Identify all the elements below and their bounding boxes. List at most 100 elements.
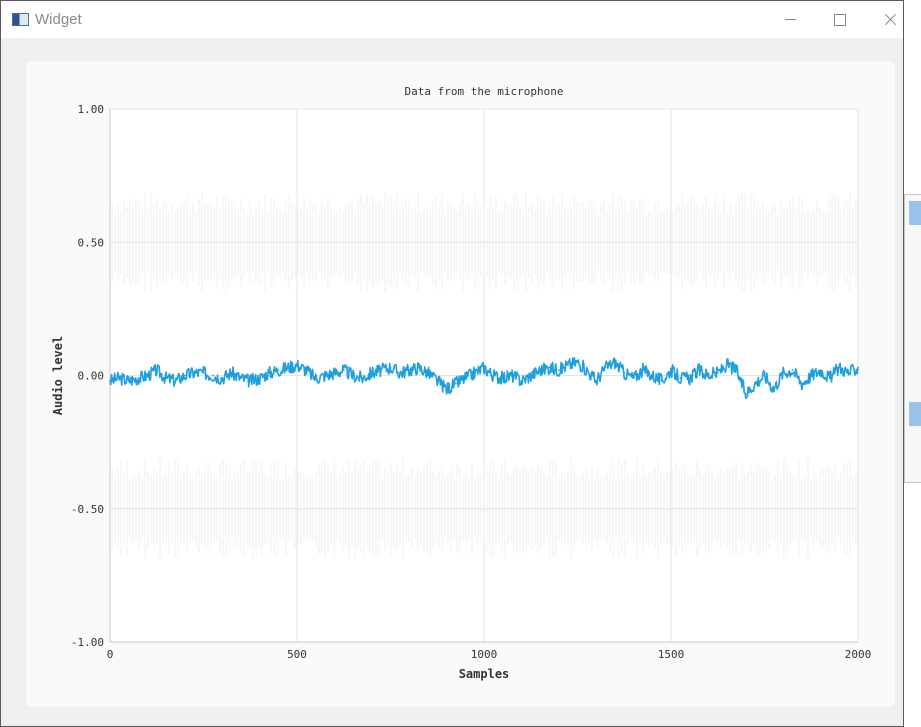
x-tick-label: 500 (287, 648, 307, 661)
data-point (109, 379, 111, 382)
data-point (352, 374, 354, 377)
data-point (819, 369, 822, 372)
y-tick-label: -1.00 (71, 636, 104, 649)
data-point (716, 371, 719, 374)
data-point (585, 369, 588, 372)
data-point (707, 374, 710, 377)
data-point (389, 366, 392, 369)
data-point (857, 366, 859, 369)
data-point (211, 374, 214, 377)
data-point (455, 382, 457, 385)
maximize-icon (834, 13, 846, 26)
data-point (772, 387, 775, 390)
data-point (361, 377, 364, 380)
data-point (492, 374, 495, 377)
data-point (342, 369, 345, 372)
data-point (829, 377, 831, 380)
data-point (501, 377, 504, 380)
data-point (511, 374, 513, 377)
window-title: Widget (35, 11, 82, 28)
close-button[interactable] (867, 1, 913, 38)
data-point (249, 379, 252, 382)
x-tick-label: 1500 (658, 648, 685, 661)
y-tick-label: 1.00 (78, 103, 105, 116)
data-point (744, 393, 747, 396)
data-point (632, 377, 635, 380)
data-point (529, 374, 532, 377)
data-point (754, 382, 757, 385)
data-point (286, 366, 289, 369)
data-point (735, 369, 738, 372)
data-point (651, 374, 654, 377)
x-tick-label: 2000 (845, 648, 872, 661)
data-point (427, 371, 429, 374)
y-tick-label: 0.00 (78, 370, 105, 383)
data-point (660, 379, 663, 382)
data-point (642, 369, 644, 372)
side-scroll-strip[interactable] (904, 194, 921, 483)
data-point (118, 377, 121, 380)
scroll-handle-top[interactable] (909, 201, 921, 225)
x-tick-label: 1000 (471, 648, 498, 661)
data-point (202, 371, 205, 374)
data-point (296, 363, 298, 366)
data-point (688, 377, 691, 380)
data-point (277, 369, 280, 372)
y-tick-label: 0.50 (78, 236, 105, 249)
data-point (763, 374, 766, 377)
data-point (557, 369, 560, 372)
chart-svg: 0 500 1000 1500 2000 1.00 0.50 0.00 -0.50 -1.00 Da… (51, 85, 872, 681)
title-bar[interactable]: Widget (1, 1, 903, 38)
chart-view: 0 500 1000 1500 2000 1.00 0.50 0.00 -0.50 -1.00 Da… (26, 61, 895, 707)
y-axis-label: Audio level (51, 336, 65, 415)
data-point (408, 369, 411, 372)
data-point (801, 382, 803, 385)
data-point (127, 379, 130, 382)
data-point (576, 361, 579, 364)
minimize-icon (784, 19, 796, 20)
data-point (193, 371, 196, 374)
data-point (614, 361, 616, 364)
data-point (445, 387, 448, 390)
close-icon (884, 13, 897, 26)
data-point (221, 377, 224, 380)
data-point (314, 377, 317, 380)
data-point (155, 369, 158, 372)
data-point (623, 371, 626, 374)
data-point (464, 377, 467, 380)
data-point (333, 371, 336, 374)
data-point (436, 379, 439, 382)
data-point (165, 377, 168, 380)
data-point (240, 377, 242, 380)
data-point (473, 371, 476, 374)
data-point (838, 366, 841, 369)
data-point (268, 371, 270, 374)
data-point (230, 371, 233, 374)
data-point (604, 366, 607, 369)
data-point (324, 374, 326, 377)
chart-title: Data from the microphone (405, 85, 564, 98)
x-axis-label: Samples (459, 667, 510, 681)
data-point (398, 371, 401, 374)
minimize-button[interactable] (767, 1, 813, 38)
data-point (258, 377, 261, 380)
data-point (305, 369, 308, 372)
data-point (670, 369, 672, 372)
data-point (520, 379, 523, 382)
data-point (539, 369, 541, 372)
data-point (174, 379, 177, 382)
data-point (567, 363, 570, 366)
data-point (810, 374, 813, 377)
data-point (183, 374, 186, 377)
data-point (483, 366, 485, 369)
y-tick-label: -0.50 (71, 503, 104, 516)
maximize-button[interactable] (817, 1, 863, 38)
data-point (595, 379, 598, 382)
x-tick-label: 0 (107, 648, 114, 661)
data-point (370, 371, 373, 374)
waveform-line (109, 357, 859, 400)
data-point (380, 369, 383, 372)
scroll-handle-middle[interactable] (909, 402, 921, 426)
data-point (417, 366, 420, 369)
